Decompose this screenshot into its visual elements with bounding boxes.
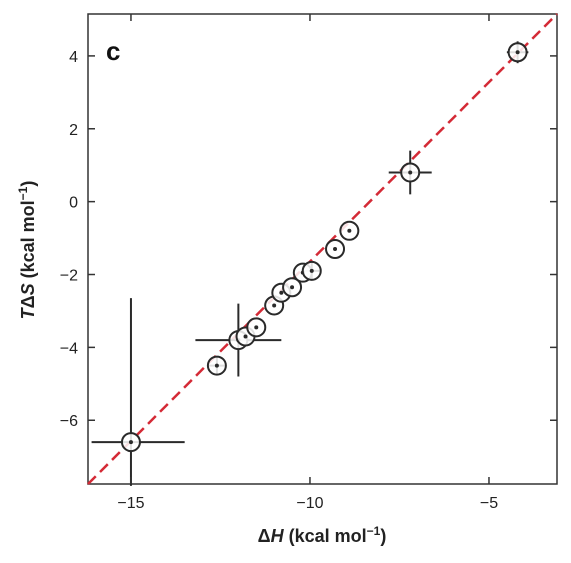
y-tick-label: 2 [69, 122, 78, 139]
ticks-layer: −15 −10 −5 −6 −4 −2 0 2 4 [60, 14, 557, 512]
data-point-center [347, 228, 352, 233]
y-axis-label-var-t: T [18, 306, 38, 319]
y-axis-label-exp: −1 [16, 186, 30, 200]
x-axis-label-var: H [271, 526, 285, 546]
identity-dashed-line [87, 13, 558, 485]
x-axis-label-unit: (kcal mol [284, 526, 367, 546]
y-tick-label: −6 [60, 413, 78, 430]
panel-label: c [106, 36, 120, 66]
x-axis-label-close: ) [380, 526, 386, 546]
y-tick-label: −2 [60, 268, 78, 285]
data-point-center [214, 363, 219, 368]
data-point-center [408, 170, 413, 175]
data-points-layer [120, 42, 528, 453]
y-axis-label-var-s: S [18, 283, 38, 295]
x-axis-label-delta: Δ [258, 526, 271, 546]
data-point-center [243, 334, 248, 339]
data-point-center [290, 285, 295, 290]
data-point-center [515, 50, 520, 55]
x-axis-label-exp: −1 [367, 524, 381, 538]
y-axis-label-close: ) [18, 181, 38, 187]
data-point-center [309, 268, 314, 273]
x-tick-label: −5 [480, 495, 498, 512]
x-tick-label: −10 [296, 495, 323, 512]
y-axis-label-unit: (kcal mol [18, 200, 38, 283]
x-tick-label: −15 [117, 495, 144, 512]
data-point-center [272, 303, 277, 308]
y-tick-label: 0 [69, 195, 78, 212]
x-axis-label: ΔH (kcal mol−1) [258, 524, 387, 546]
identity-line-layer [87, 13, 558, 485]
plot-frame [87, 13, 558, 485]
y-tick-label: −4 [60, 340, 78, 357]
data-point-center [279, 290, 284, 295]
data-point-center [254, 325, 259, 330]
data-point-center [333, 247, 338, 251]
y-tick-label: 4 [69, 49, 78, 66]
data-point-center [128, 440, 133, 445]
y-axis-label-delta: Δ [18, 295, 38, 308]
y-axis-label: TΔS (kcal mol−1) [16, 181, 38, 320]
